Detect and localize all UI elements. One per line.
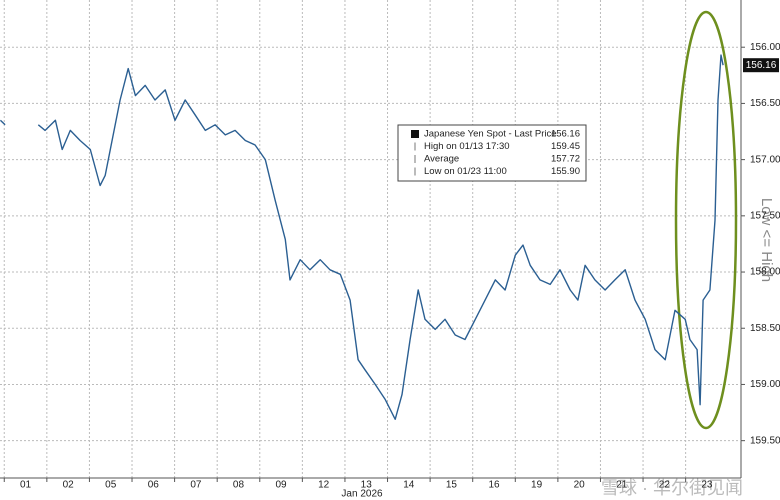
x-tick-label: 16 [488,480,500,491]
x-tick-label: 07 [190,480,202,491]
x-tick-label: 02 [63,480,75,491]
y-tick-label: 159.00 [750,379,780,390]
x-tick-label: 12 [318,480,330,491]
y-tick-label: 158.00 [750,267,780,278]
watermark: 雪球 · 华尔街见闻 [601,478,743,498]
last-price-tag [743,58,779,73]
x-tick-label: 14 [403,480,415,491]
x-tick-label: 23 [701,480,713,491]
x-tick-label: 22 [659,480,671,491]
x-tick-label: 09 [276,480,288,491]
last-price-label: 156.16 [746,60,777,71]
x-tick-label: 21 [616,480,628,491]
x-tick-label: 15 [446,480,458,491]
legend-box [397,124,587,182]
y-tick-label: 158.50 [750,323,780,334]
price-line [0,54,724,420]
x-tick-label: 20 [574,480,586,491]
x-tick-label: 08 [233,480,245,491]
legend-value: 155.90 [551,166,580,177]
y-tick-label: 156.00 [750,42,780,53]
x-tick-label: 06 [148,480,160,491]
x-tick-label: 13 [361,480,373,491]
x-tick-label: 01 [20,480,32,491]
y-axis-title: Low <= High [758,198,775,282]
legend-label: Japanese Yen Spot - Last Price [424,129,557,140]
legend-value: 156.16 [551,129,580,140]
legend-label: High on 01/13 17:30 [424,141,510,152]
y-tick-label: 156.50 [750,98,780,109]
legend-label: Average [424,154,459,165]
y-tick-label: 159.50 [750,435,780,446]
highlight-ellipse [674,10,738,430]
x-tick-label: 19 [531,480,543,491]
x-axis-title: Jan 2026 [341,489,383,500]
x-tick-label: 05 [105,480,117,491]
y-tick-label: 157.50 [750,210,780,221]
legend-label: Low on 01/23 11:00 [424,166,507,177]
legend-swatch [411,130,419,138]
legend-value: 159.45 [551,141,580,152]
y-tick-label: 157.00 [750,154,780,165]
legend-value: 157.72 [551,154,580,165]
